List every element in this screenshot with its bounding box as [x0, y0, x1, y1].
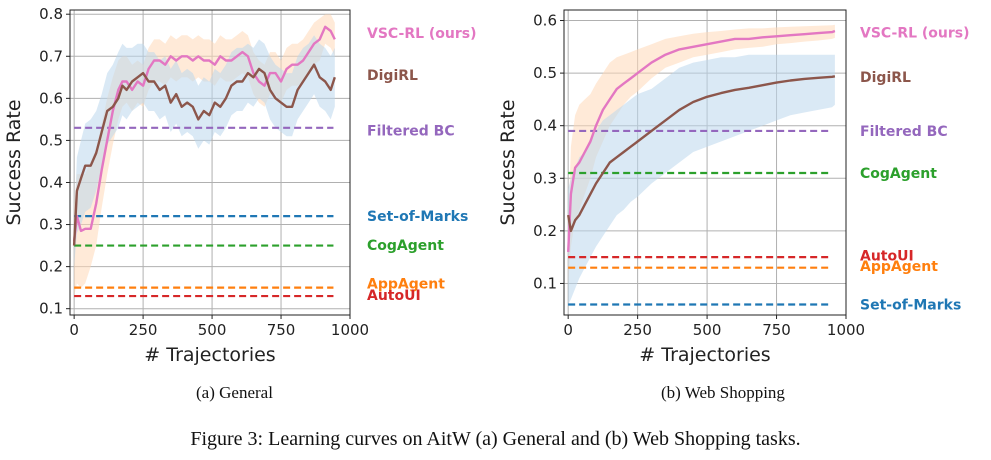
x-tick-label: 1000: [827, 321, 865, 339]
x-tick-label: 500: [693, 321, 722, 339]
legend-label-autoui: AutoUI: [860, 249, 914, 265]
y-tick-label: 0.2: [39, 258, 63, 276]
figure-caption: Figure 3: Learning curves on AitW (a) Ge…: [190, 428, 801, 450]
y-tick-label: 0.6: [533, 12, 557, 30]
x-tick-label: 250: [623, 321, 652, 339]
subcaption-general: (a) General: [196, 383, 273, 402]
x-tick-label: 0: [563, 321, 573, 339]
y-tick-label: 0.2: [533, 222, 557, 240]
y-tick-label: 0.1: [533, 274, 557, 292]
series-line-digirl: [567, 75, 836, 233]
band-digirl: [568, 54, 835, 305]
y-tick-label: 0.5: [39, 131, 63, 149]
y-tick-label: 0.8: [39, 5, 63, 23]
series-line-digirl: [72, 63, 336, 246]
series-line-vsc-rl-ours: [567, 29, 836, 252]
legend-label-cogagent: CogAgent: [860, 166, 937, 182]
legend-label-filtered-bc: Filtered BC: [860, 124, 948, 140]
x-tick-label: 1000: [331, 321, 369, 339]
band-digirl: [74, 35, 335, 267]
legend-label-vsc-rl-ours: VSC-RL (ours): [367, 26, 477, 42]
band-vsc-rl-ours: [568, 24, 835, 284]
legend-label-appagent: AppAgent: [367, 276, 445, 292]
x-axis-title: # Trajectories: [144, 344, 275, 366]
axes-frame: [563, 9, 847, 316]
legend-label-digirl: DigiRL: [860, 70, 911, 86]
legend-label-set-of-marks: Set-of-Marks: [860, 297, 961, 313]
y-axis-title: Success Rate: [3, 99, 25, 225]
legend-label-appagent: AppAgent: [860, 259, 938, 275]
legend-label-autoui: AutoUI: [367, 288, 421, 304]
legend-label-digirl: DigiRL: [367, 68, 418, 84]
subcaption-web-shopping: (b) Web Shopping: [661, 383, 785, 402]
x-tick-label: 250: [129, 321, 158, 339]
x-axis-title: # Trajectories: [639, 344, 770, 366]
legend-label-vsc-rl-ours: VSC-RL (ours): [860, 26, 970, 42]
y-tick-label: 0.3: [39, 216, 63, 234]
y-tick-label: 0.4: [39, 173, 63, 191]
y-tick-label: 0.4: [533, 117, 557, 135]
legend-label-set-of-marks: Set-of-Marks: [367, 209, 468, 225]
legend-label-cogagent: CogAgent: [367, 238, 444, 254]
x-tick-label: 750: [762, 321, 791, 339]
chart-general: 0 250 500 750 1000 0.1 0.2 0.3 0.4 0.5 0.6 0.7 0.8 # …: [3, 5, 477, 366]
y-tick-label: 0.1: [39, 300, 63, 318]
x-tick-label: 0: [69, 321, 79, 339]
y-tick-label: 0.6: [39, 89, 63, 107]
axes-frame: [69, 9, 351, 316]
chart-web-shopping: 0 250 500 750 1000 0.1 0.2 0.3 0.4 0.5 0.6 # Trajec…: [497, 9, 970, 366]
y-axis-title: Success Rate: [497, 99, 519, 225]
y-tick-label: 0.7: [39, 47, 63, 65]
x-tick-label: 750: [267, 321, 296, 339]
x-tick-label: 500: [198, 321, 227, 339]
y-tick-label: 0.3: [533, 169, 557, 187]
y-tick-label: 0.5: [533, 64, 557, 82]
legend-label-filtered-bc: Filtered BC: [367, 124, 455, 140]
